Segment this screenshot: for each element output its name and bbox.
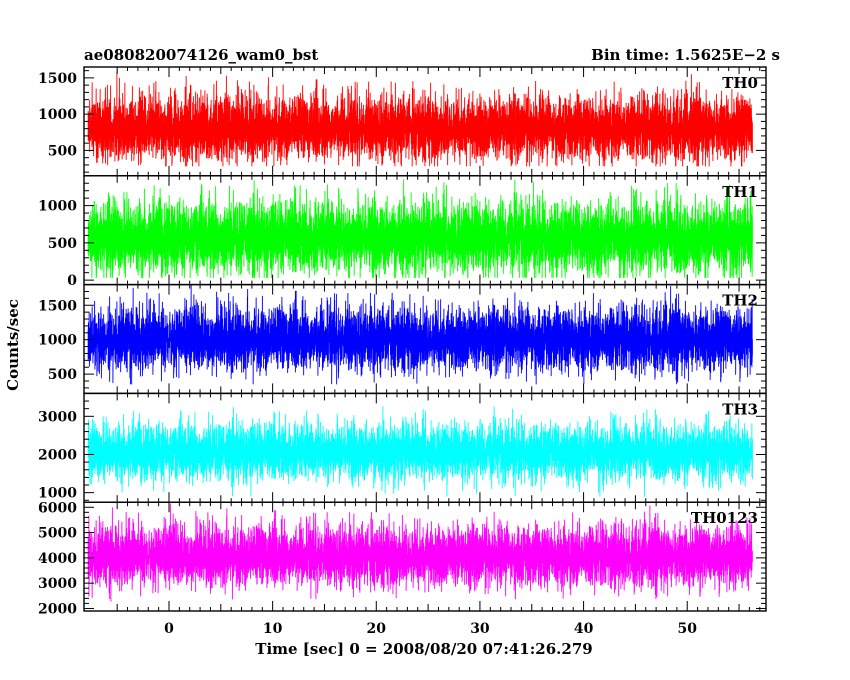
y-tick-label-th1: 500 (48, 236, 77, 252)
y-tick-label-th0123: 6000 (38, 500, 77, 516)
x-axis-label: Time [sec] 0 = 2008/08/20 07:41:26.279 (255, 640, 592, 658)
x-tick-label: 50 (677, 621, 697, 637)
file-title: ae080820074126_wam0_bst (84, 46, 318, 64)
series-line-th0123 (87, 503, 753, 602)
y-tick-label-th0123: 4000 (38, 551, 77, 567)
panel-frame-th0123 (83, 501, 767, 612)
series-line-th3 (87, 406, 753, 497)
panel-label-th2: TH2 (722, 292, 758, 310)
x-tick-label: 20 (367, 621, 387, 637)
panel-label-th0: TH0 (722, 74, 758, 92)
series-line-th0 (87, 70, 753, 167)
y-tick-label-th0123: 2000 (38, 601, 77, 617)
y-tick-label-th0: 1500 (38, 71, 77, 87)
y-tick-label-th0123: 5000 (38, 526, 77, 542)
panel-label-th1: TH1 (722, 183, 758, 201)
x-tick-label: 0 (164, 621, 174, 637)
y-tick-label-th1: 0 (67, 273, 77, 289)
y-tick-label-th3: 1000 (38, 486, 77, 502)
y-tick-label-th0: 1000 (38, 107, 77, 123)
panel-label-th0123: TH0123 (691, 509, 758, 527)
series-line-th2 (87, 284, 753, 385)
x-tick-label: 40 (574, 621, 594, 637)
bin-time-label: Bin time: 1.5625E−2 s (591, 46, 780, 64)
y-tick-label-th3: 3000 (38, 409, 77, 425)
y-tick-label-th3: 2000 (38, 447, 77, 463)
panel-label-th3: TH3 (722, 400, 758, 418)
x-tick-label: 10 (263, 621, 283, 637)
y-tick-label-th2: 1500 (38, 298, 77, 314)
y-tick-label-th0: 500 (48, 143, 77, 159)
y-tick-label-th2: 500 (48, 367, 77, 383)
y-tick-label-th2: 1000 (38, 333, 77, 349)
y-axis-label: Counts/sec (4, 299, 22, 391)
series-line-th1 (87, 179, 753, 278)
y-tick-label-th1: 1000 (38, 199, 77, 215)
y-tick-label-th0123: 3000 (38, 576, 77, 592)
x-tick-label: 30 (470, 621, 490, 637)
